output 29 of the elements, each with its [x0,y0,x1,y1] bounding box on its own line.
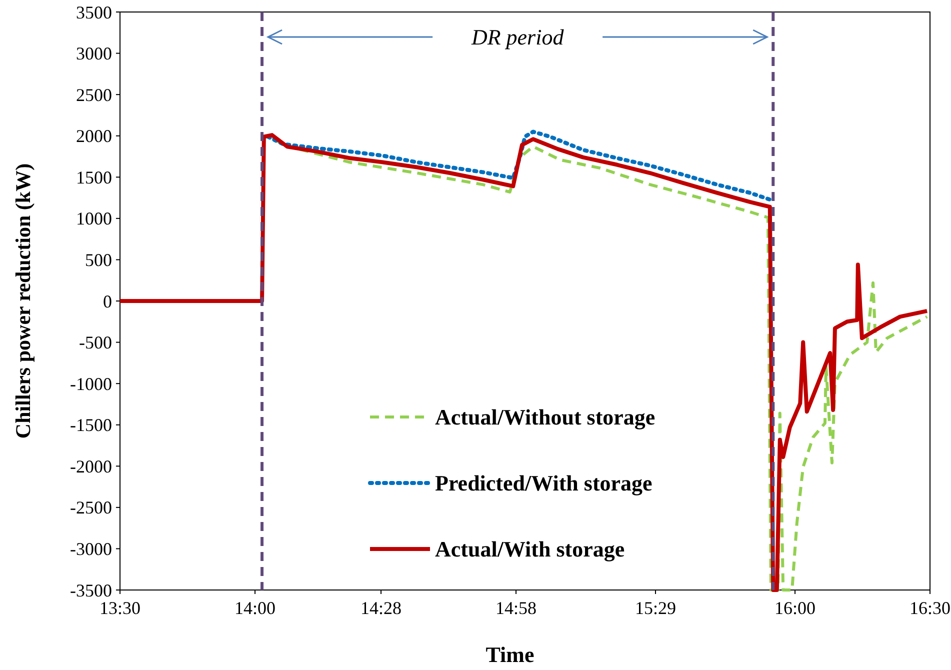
y-tick-label: 1000 [76,208,112,229]
y-tick-label: 3500 [76,2,112,22]
y-tick-label: -2000 [70,456,112,476]
annotation: DR period [470,24,565,50]
legend-label: Actual/With storage [435,536,625,562]
y-tick-label: -3000 [70,539,112,560]
y-tick-label: -3500 [70,580,112,600]
y-tick-label: 500 [85,250,112,270]
y-tick-label: 2000 [76,126,112,146]
y-tick-label: -2500 [70,498,112,518]
legend-label: Actual/Without storage [435,404,656,430]
x-axis-title: Time [486,642,534,667]
y-tick-label: 3000 [76,44,112,64]
y-axis-title: Chillers power reduction (kW) [11,163,35,439]
y-tick-label: 0 [103,291,112,312]
x-tick-label: 13:30 [99,598,141,618]
x-tick-label: 14:00 [234,598,276,618]
x-tick-label: 14:28 [360,598,402,618]
y-tick-label: 1500 [76,167,112,188]
x-tick-label: 16:30 [909,598,951,618]
y-tick-label: -1000 [70,374,112,394]
y-tick-label: 2500 [76,84,112,105]
x-tick-label: 15:29 [634,598,676,618]
x-tick-label: 14:58 [496,598,537,618]
y-tick-label: -1500 [70,415,112,436]
line-series [266,130,774,202]
x-tick-label: 16:00 [774,598,816,618]
y-tick-label: -500 [79,332,112,353]
legend-label: Predicted/With storage [435,470,653,496]
